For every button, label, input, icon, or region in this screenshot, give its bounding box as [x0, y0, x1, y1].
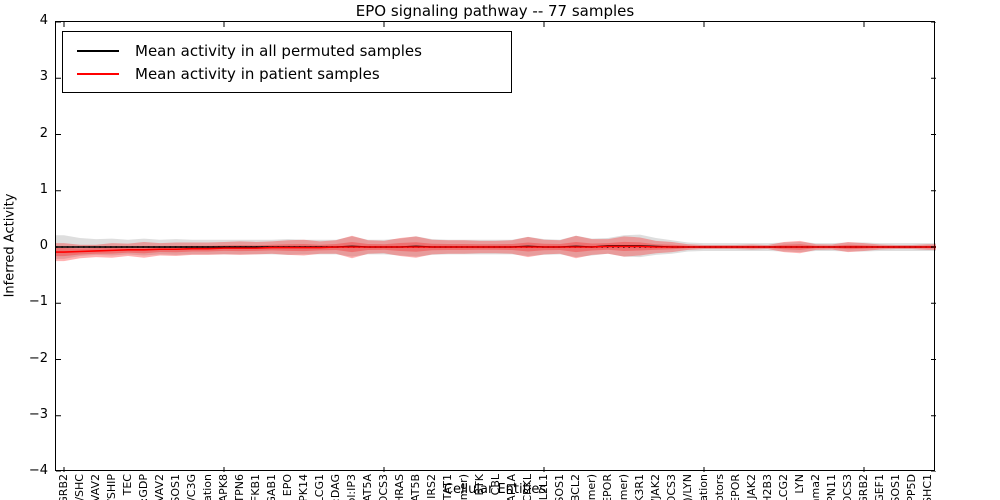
chart-title: EPO signaling pathway -- 77 samples [355, 2, 635, 20]
legend: Mean activity in all permuted samples Me… [62, 31, 512, 93]
legend-label: Mean activity in patient samples [135, 64, 380, 83]
patient-std-band-core [56, 241, 936, 257]
legend-item-permuted: Mean activity in all permuted samples [77, 42, 511, 60]
y-tick-label: −2 [28, 350, 48, 366]
plot-canvas [56, 22, 936, 472]
legend-label: Mean activity in all permuted samples [135, 41, 422, 60]
legend-item-patient: Mean activity in patient samples [77, 65, 511, 83]
y-tick-label: −3 [28, 406, 48, 422]
permuted-line-swatch-icon [77, 49, 119, 52]
y-tick-label: 2 [39, 125, 48, 141]
y-tick-label: 4 [39, 13, 48, 28]
y-tick-label: 1 [39, 181, 48, 197]
plot-area [55, 21, 936, 472]
y-tick-label: −4 [28, 463, 48, 478]
y-tick-label: 0 [39, 238, 48, 253]
y-tick-label: 3 [39, 69, 48, 85]
patient-mean-line [56, 245, 936, 253]
x-axis-title: Cellular Entities [443, 482, 547, 497]
y-tick-label: −1 [28, 294, 48, 310]
patient-std-band [56, 235, 936, 262]
patient-line-swatch-icon [77, 72, 119, 75]
